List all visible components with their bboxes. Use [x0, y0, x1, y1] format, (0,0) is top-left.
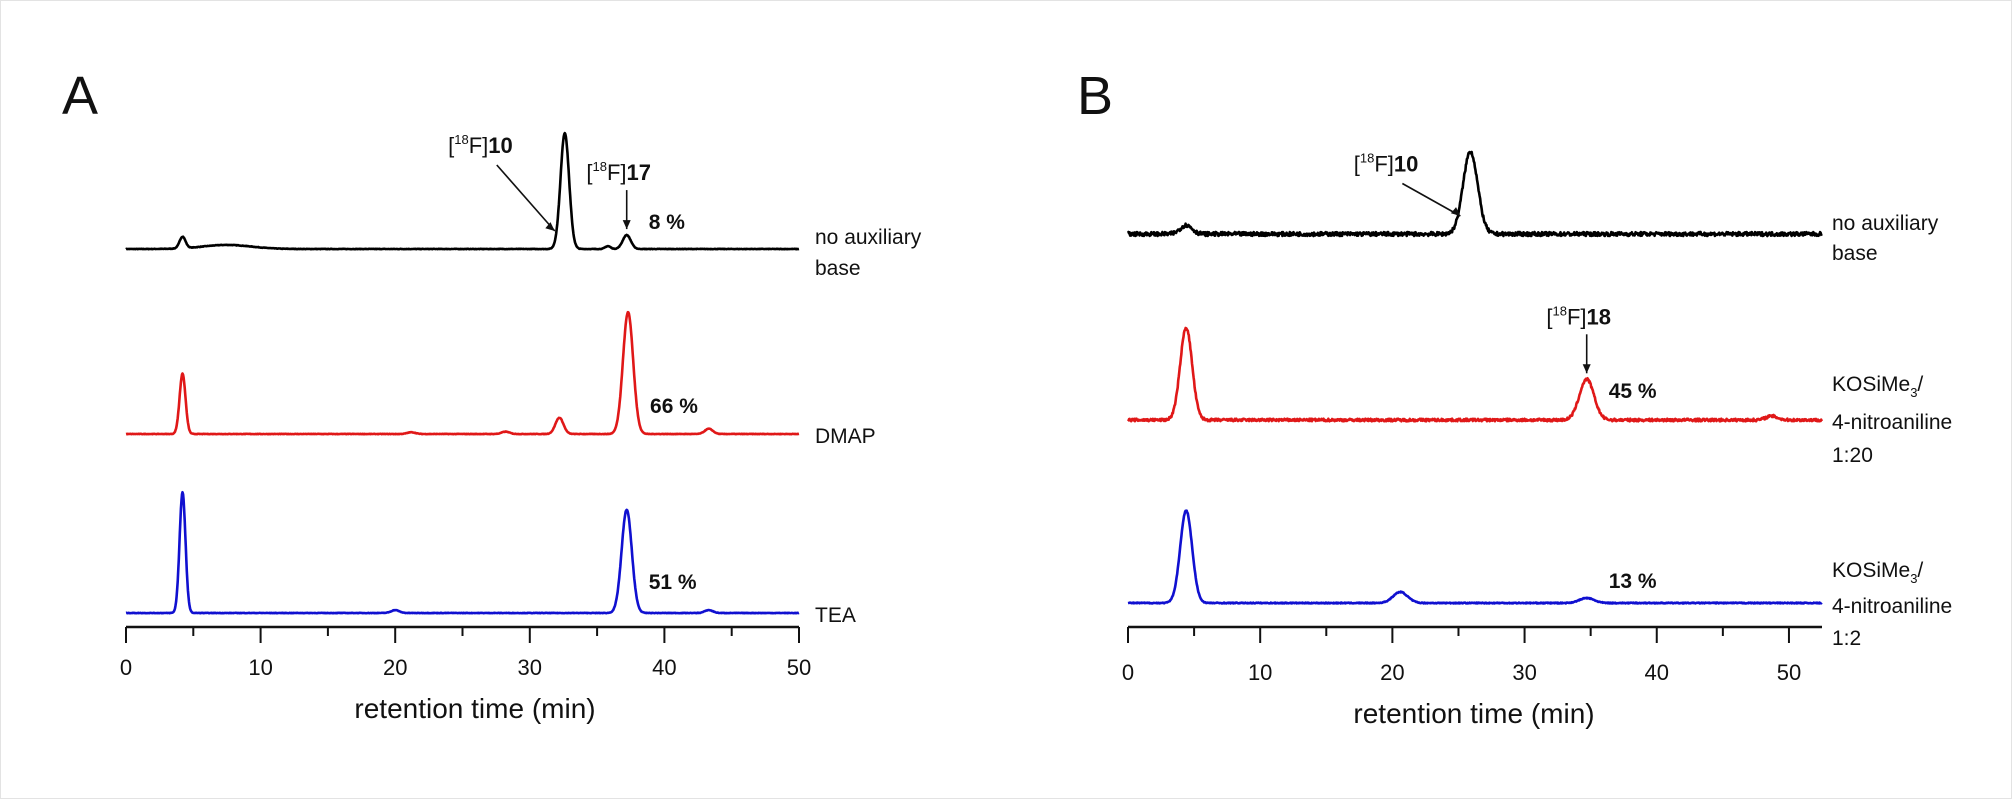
- series-label: 1:20: [1832, 444, 1873, 467]
- x-tick-label: 50: [1777, 660, 1801, 685]
- yield-label: 13 %: [1609, 570, 1657, 593]
- x-tick-label: 50: [787, 655, 811, 680]
- series-label: KOSiMe3/: [1832, 559, 1923, 586]
- panel-label-a: A: [62, 66, 98, 126]
- series-label: no auxiliary: [815, 226, 922, 249]
- series-line: [1127, 509, 1823, 605]
- panel-b: 0 10 20 30 40 50 no auxiliary base [18F]10 KOSiMe…: [1122, 151, 1952, 686]
- x-tick-label: 20: [383, 655, 407, 680]
- x-tick-label: 30: [518, 655, 542, 680]
- series-label: base: [815, 257, 861, 280]
- series-label: TEA: [815, 604, 856, 627]
- x-tick-label: 40: [1645, 660, 1669, 685]
- series-line: [125, 490, 800, 615]
- x-tick-label: 0: [120, 655, 132, 680]
- series-line: [125, 310, 800, 436]
- yield-label: 51 %: [649, 571, 697, 594]
- panel-label-b: B: [1077, 66, 1113, 126]
- peak-annotation: [18F]10: [1354, 151, 1419, 177]
- panel-a: 0 10 20 30 40 50 no auxiliary base [18F]10 [18F]1…: [120, 131, 922, 680]
- series-label: KOSiMe3/: [1832, 373, 1923, 400]
- peak-annotation: [18F]18: [1546, 303, 1611, 329]
- series-label: 4-nitroaniline: [1832, 595, 1952, 618]
- series-line: [1127, 326, 1823, 423]
- x-tick-label: 40: [652, 655, 676, 680]
- yield-label: 8 %: [649, 211, 686, 234]
- x-tick-label: 10: [248, 655, 272, 680]
- series-line: [125, 131, 800, 251]
- series-label: DMAP: [815, 425, 876, 448]
- peak-annotation: [18F]17: [586, 159, 651, 185]
- peak-annotation: [18F]10: [448, 132, 513, 158]
- annotation-arrowhead: [545, 222, 555, 232]
- series-label: base: [1832, 242, 1878, 265]
- series-line: [1126, 150, 1823, 238]
- x-tick-label: 20: [1380, 660, 1404, 685]
- x-axis-title-b: retention time (min): [1353, 698, 1594, 729]
- x-axis-title-a: retention time (min): [354, 693, 595, 724]
- annotation-arrow: [496, 164, 556, 232]
- series-label: no auxiliary: [1832, 212, 1939, 235]
- yield-label: 45 %: [1609, 380, 1657, 403]
- annotation-arrow: [1401, 182, 1461, 217]
- annotation-arrowhead: [622, 220, 631, 230]
- x-tick-label: 10: [1248, 660, 1272, 685]
- series-label: 4-nitroaniline: [1832, 411, 1952, 434]
- yield-label: 66 %: [650, 395, 698, 418]
- annotation-arrowhead: [1582, 364, 1591, 374]
- x-tick-label: 0: [1122, 660, 1134, 685]
- annotation-arrowhead: [1450, 207, 1461, 217]
- series-label: 1:2: [1832, 627, 1861, 650]
- x-tick-label: 30: [1512, 660, 1536, 685]
